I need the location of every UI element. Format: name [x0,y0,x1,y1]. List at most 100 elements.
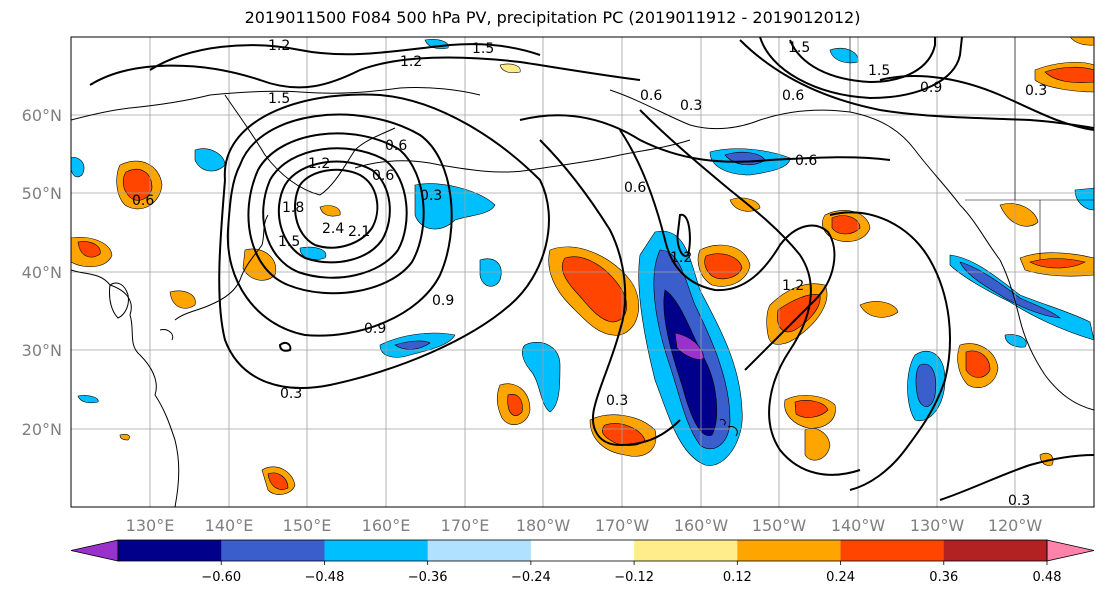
pv-contour-0.3-east [739,39,1094,129]
contour-label: 0.6 [372,168,394,184]
colorbar-segment [427,540,532,561]
contour-label: 0.6 [795,153,817,169]
colorbar-tick-label: 0.48 [1033,570,1062,585]
lon-label: 150°E [283,516,332,535]
lon-label: 130°E [126,516,175,535]
pv-contour-1.2-ridge [619,129,836,371]
lon-label: 180°W [516,516,571,535]
colorbar-segment [118,540,222,561]
contour-label: 0.3 [680,98,702,114]
lon-label: 160°W [674,516,729,535]
colorbar-extend-low [70,539,119,562]
colorbar-tick-label: −0.12 [614,570,654,585]
colorbar-segments [70,539,1095,562]
siberia-coastline [71,87,481,121]
colorbar-tick-label: −0.24 [511,570,551,585]
pv-contour-1.2-north [89,56,641,89]
colorbar-outline [117,539,1048,562]
contour-label: 0.6 [640,88,662,104]
pv-contour-0.6-alaska [519,114,891,163]
pv-contour-0.9-west [226,113,453,337]
contour-label: 1.2 [400,54,422,70]
lat-label: 60°N [22,106,62,125]
contour-label: 2.4 [322,221,344,237]
pv-contour-1.2-east [759,37,963,100]
contour-label: 1.2 [782,278,804,294]
hawaii-islands [719,419,738,437]
map-frame [70,36,1095,508]
pv-contour-small-loop-2 [278,341,292,352]
colorbar-segment [943,540,1048,561]
lat-label: 20°N [22,420,62,439]
map-title: 2019011500 F084 500 hPa PV, precipitatio… [244,8,861,27]
pv-contour-small-loop [676,213,691,257]
contour-label: 0.6 [385,138,407,154]
lon-label: 170°W [595,516,650,535]
korea-coastline [109,282,129,319]
contour-label: 0.3 [420,188,442,204]
negative-anomaly-strong [663,289,717,436]
contour-label: 1.5 [868,63,890,79]
japan-coastline [159,214,269,341]
colorbar-segment [737,540,842,561]
colorbar-tick-label: 0.24 [826,570,855,585]
lon-label: 120°W [988,516,1043,535]
north-america-coastline [999,259,1094,411]
pv-trough [539,139,681,447]
contour-label: 1.5 [278,234,300,250]
kamchatka-coastline [224,94,396,196]
colorbar-ticks: −0.60 −0.48 −0.36 −0.24 −0.12 0.12 0.24 0.36 0.4… [201,561,1062,585]
lon-label: 170°E [441,516,490,535]
contour-label: 0.9 [432,293,454,309]
contour-label: 1.8 [282,200,304,216]
latitude-labels: 60°N 50°N 40°N 30°N 20°N [22,106,62,439]
precip-shading [71,37,1094,495]
colorbar-segment [530,540,635,561]
lat-label: 50°N [22,184,62,203]
contour-label: 0.6 [132,193,154,209]
contour-label: 1.5 [472,41,494,57]
colorbar-segment [324,540,429,561]
map-panel: 1.2 1.5 1.2 1.5 1.5 0.6 1.2 2.4 2.1 1.8 … [71,37,1094,509]
contour-label: 0.6 [782,88,804,104]
colorbar-tick-label: −0.60 [201,570,241,585]
colorbar-tick-label: 0.36 [929,570,958,585]
colorbar: −0.60 −0.48 −0.36 −0.24 −0.12 0.12 0.24 0.36 0.4… [70,539,1095,585]
contour-label: 1.5 [788,40,810,56]
contour-label: 0.9 [920,80,942,96]
contour-label: 1.2 [268,38,290,54]
pv-contour-0.3-west [218,93,550,389]
colorbar-segment [221,540,325,561]
colorbar-segment [840,540,945,561]
colorbar-tick-label: −0.36 [408,570,448,585]
negative-anomaly-peak [674,332,705,360]
lon-label: 140°E [205,516,254,535]
lon-label: 160°E [362,516,411,535]
colorbar-tick-label: 0.12 [723,570,752,585]
contour-label: 0.6 [624,180,646,196]
contour-label: 1.2 [308,156,330,172]
contour-label: 0.3 [1008,493,1030,509]
lon-label: 150°W [752,516,807,535]
lat-label: 30°N [22,341,62,360]
pv-contours [89,37,1094,501]
lon-label: 140°W [831,516,886,535]
pv-contour-0.3-ridge [639,109,861,476]
lon-label: 130°W [910,516,965,535]
contour-label: 1.5 [268,91,290,107]
contour-label: 0.9 [364,321,386,337]
contour-label: 1.2 [670,250,692,266]
pv-contour-1.5-east [789,37,936,84]
contour-label: 0.3 [1025,83,1047,99]
pv-contour-1.5-north [149,43,541,71]
pv-contour-0.9-east [829,211,951,491]
colorbar-tick-label: −0.48 [305,570,345,585]
longitude-labels: 130°E 140°E 150°E 160°E 170°E 180°W 170°… [126,516,1043,535]
pv-contour-0.3-southeast [939,454,1094,501]
contour-label: 2.1 [348,224,370,240]
colorbar-segment [634,540,738,561]
contour-label: 0.3 [280,386,302,402]
colorbar-extend-high [1046,539,1095,562]
pv-contour-low-center [294,168,379,249]
